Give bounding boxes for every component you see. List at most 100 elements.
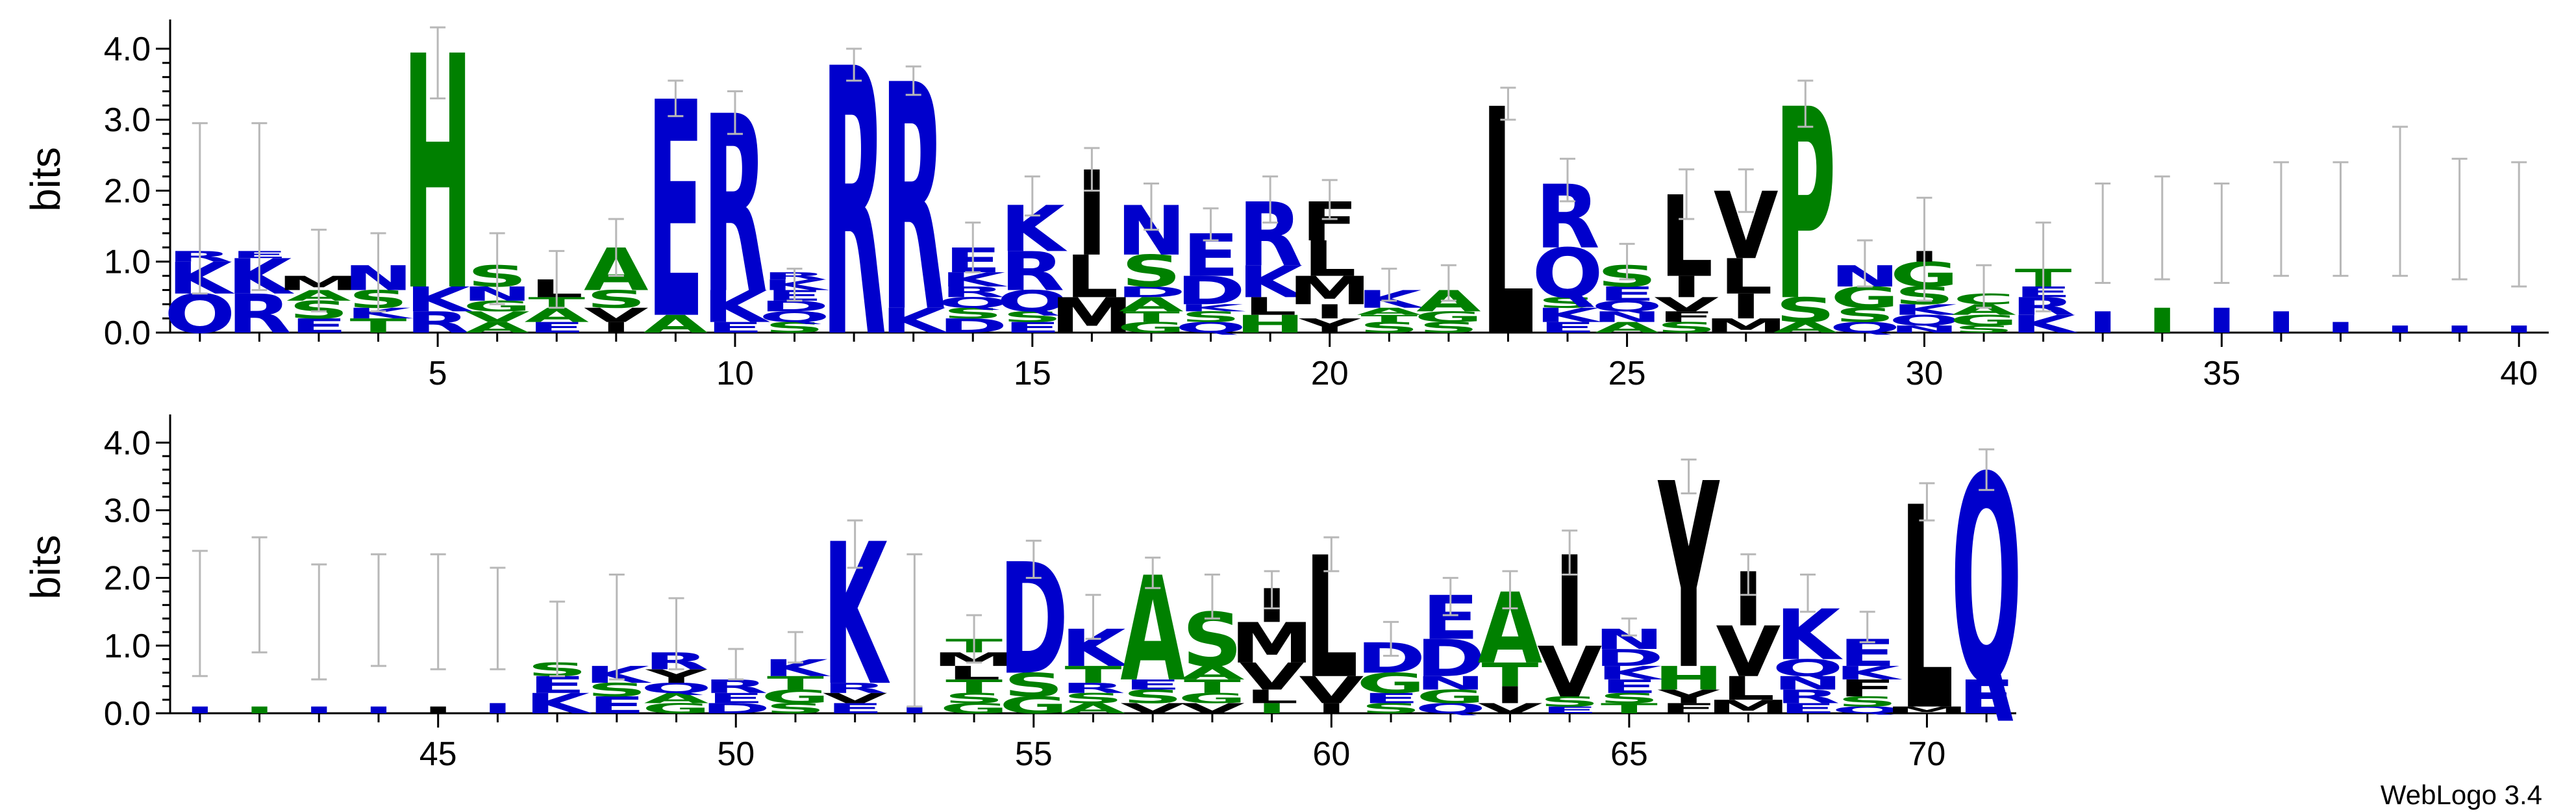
- logo-letter: Q: [1772, 655, 1844, 681]
- logo-letter: V: [1180, 700, 1245, 717]
- logo-letter: S: [1181, 309, 1241, 325]
- logo-column: RKH: [403, 0, 473, 363]
- logo-column: I: [2503, 161, 2534, 335]
- logo-column: ML: [1885, 449, 1968, 772]
- x-tick-label: 20: [1311, 355, 1349, 392]
- logo-letter: S: [1361, 700, 1421, 717]
- logo-column: IVL: [1299, 521, 1364, 717]
- logo-column: RKE: [227, 122, 294, 346]
- logo-column: I: [2206, 183, 2237, 341]
- logo-letter: S: [1599, 690, 1659, 706]
- x-tick-label: 50: [717, 735, 755, 773]
- logo-letter: I: [1731, 287, 1762, 327]
- logo-letter: N: [1416, 672, 1486, 694]
- logo-letter: E: [1004, 319, 1061, 336]
- y-tick-label: 0.0: [104, 314, 151, 352]
- logo-letter: Y: [1658, 686, 1721, 707]
- logo-letter: S: [1002, 309, 1062, 325]
- logo-letter: E: [528, 319, 585, 336]
- logo-letter: S: [944, 690, 1005, 706]
- logo-letter: Q: [1829, 319, 1900, 336]
- logo-letter: S: [1837, 694, 1897, 710]
- logo-letter: I: [244, 705, 275, 716]
- y-tick-label: 1.0: [104, 244, 151, 281]
- logo-column: I: [184, 550, 216, 716]
- logo-column: I: [303, 563, 334, 715]
- logo-letter: K: [1597, 663, 1665, 684]
- x-tick-label: 40: [2500, 355, 2538, 392]
- logo-letter: V: [1654, 294, 1719, 316]
- logo-letter: K: [1179, 302, 1246, 313]
- logo-letter: H: [1235, 311, 1305, 338]
- logo-letter: K: [1835, 663, 1903, 684]
- logo-letter: R: [1775, 686, 1840, 707]
- logo-letter: G: [642, 700, 711, 717]
- logo-column: L: [1481, 44, 1534, 407]
- logo-letter: Y: [1299, 314, 1361, 337]
- logo-letter: Q: [1415, 700, 1486, 717]
- logo-letter: K: [762, 277, 830, 294]
- logo-letter: V: [1240, 655, 1305, 698]
- logo-letter: Q: [938, 294, 1008, 311]
- logo-letter: E: [1539, 319, 1596, 336]
- logo-letter: L: [1721, 670, 1775, 707]
- logo-letter: R: [227, 284, 292, 346]
- logo-letter: Q: [1175, 319, 1246, 336]
- logo-letter: D: [1416, 629, 1485, 689]
- logo-letter: K: [703, 282, 770, 333]
- logo-column: I: [899, 553, 930, 715]
- logo-letter: V: [1478, 700, 1543, 717]
- logo-column: I: [363, 553, 394, 715]
- logo-letter: K: [2011, 311, 2079, 338]
- logo-letter: D: [701, 700, 771, 717]
- logo-letter: K: [168, 253, 235, 304]
- logo-letter: I: [1314, 301, 1345, 324]
- x-tick-label: 15: [1014, 355, 1051, 392]
- x-tick-label: 45: [419, 735, 457, 773]
- logo-letter: S: [1359, 319, 1419, 336]
- x-tick-label: 30: [1906, 355, 1944, 392]
- y-tick-label: 1.0: [104, 628, 151, 665]
- logo-letter: I: [2266, 305, 2297, 340]
- logo-letter: I: [482, 700, 513, 717]
- logo-letter: K: [1238, 257, 1305, 308]
- logo-letter: S: [1003, 666, 1064, 704]
- logo-letter: V: [465, 309, 530, 325]
- logo-letter: K: [1000, 192, 1068, 266]
- logo-letter: D: [1594, 644, 1664, 671]
- logo-letter: I: [1316, 700, 1347, 717]
- logo-letter: K: [584, 661, 653, 688]
- logo-column: I: [2444, 157, 2475, 335]
- x-tick-label: 55: [1015, 735, 1053, 773]
- logo-letter: L: [947, 663, 1001, 684]
- logo-letter: I: [2206, 301, 2237, 341]
- logo-letter: S: [1123, 686, 1183, 707]
- logo-letter: V: [1537, 632, 1602, 713]
- logo-letter: I: [184, 705, 216, 716]
- logo-letter: N: [1592, 309, 1662, 325]
- logo-letter: G: [1178, 690, 1247, 706]
- logo-letter: G: [1416, 686, 1485, 707]
- logo-letter: T: [1601, 700, 1658, 717]
- logo-letter: T: [1360, 313, 1418, 324]
- logo-letter: L: [1245, 686, 1299, 707]
